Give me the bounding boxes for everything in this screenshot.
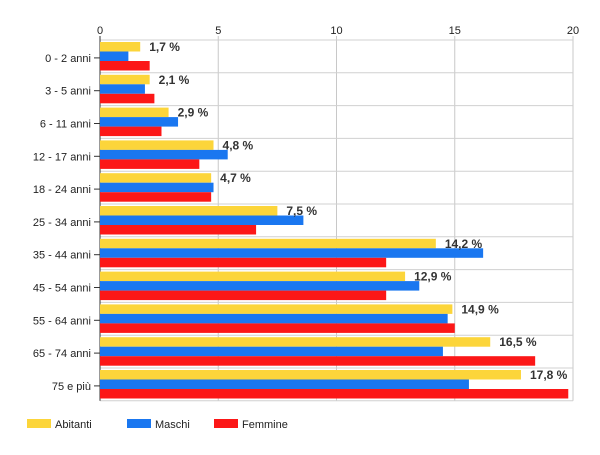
legend-swatch-femmine (214, 419, 238, 428)
bar-abitanti (100, 173, 212, 183)
legend-label: Maschi (155, 419, 190, 431)
data-label: 7,5 % (286, 204, 317, 218)
bar-maschi (100, 313, 448, 324)
bar-maschi (100, 149, 228, 160)
bar-femmine (100, 257, 387, 268)
data-label: 12,9 % (414, 270, 452, 284)
y-tick-label: 65 - 74 anni (33, 348, 91, 360)
legend-swatch-abitanti (27, 419, 51, 428)
bar-abitanti (100, 271, 406, 282)
bar-maschi (100, 379, 469, 389)
legend-label: Femmine (242, 419, 288, 431)
x-tick-label: 0 (97, 25, 103, 37)
bar-maschi (100, 215, 304, 225)
data-label: 4,8 % (223, 138, 254, 152)
x-tick-label: 5 (215, 25, 221, 37)
legend-swatch-maschi (127, 419, 151, 428)
y-tick-label: 12 - 17 anni (33, 151, 91, 163)
y-tick-label: 55 - 64 anni (33, 315, 91, 327)
bar-abitanti (100, 74, 150, 85)
y-tick-label: 35 - 44 anni (33, 250, 91, 262)
y-tick-label: 18 - 24 anni (33, 184, 91, 196)
y-tick-label: 75 e più (52, 381, 91, 393)
data-label: 4,7 % (220, 171, 251, 185)
bar-maschi (100, 346, 443, 357)
bar-femmine (100, 225, 257, 235)
bar-femmine (100, 389, 569, 399)
bar-femmine (100, 192, 212, 202)
y-tick-label: 6 - 11 anni (40, 119, 91, 131)
data-label: 14,9 % (461, 302, 499, 316)
data-label: 2,1 % (159, 73, 190, 87)
y-tick-label: 3 - 5 anni (45, 86, 91, 98)
y-tick-label: 0 - 2 anni (45, 53, 91, 65)
y-tick-label: 45 - 54 anni (33, 283, 91, 295)
bar-maschi (100, 51, 129, 61)
y-tick-label: 25 - 34 anni (33, 217, 91, 229)
bar-abitanti (100, 337, 491, 347)
bar-maschi (100, 182, 214, 193)
data-label: 1,7 % (149, 40, 180, 54)
bar-femmine (100, 323, 455, 333)
bar-abitanti (100, 238, 436, 249)
bar-abitanti (100, 107, 169, 118)
data-label: 14,2 % (445, 237, 483, 251)
bar-abitanti (100, 206, 278, 216)
x-tick-label: 15 (449, 25, 461, 37)
legend-label: Abitanti (55, 419, 92, 431)
data-label: 17,8 % (530, 368, 568, 382)
data-label: 2,9 % (178, 106, 209, 120)
bar-femmine (100, 159, 200, 169)
bar-femmine (100, 126, 162, 137)
bar-femmine (100, 93, 155, 104)
bar-maschi (100, 117, 179, 127)
bar-abitanti (100, 42, 141, 52)
bar-abitanti (100, 370, 521, 380)
bar-abitanti (100, 304, 453, 314)
bar-maschi (100, 248, 484, 258)
data-label: 16,5 % (499, 335, 537, 349)
bar-maschi (100, 281, 420, 291)
bar-maschi (100, 84, 145, 94)
bar-femmine (100, 356, 536, 366)
x-tick-label: 10 (330, 25, 342, 37)
bar-femmine (100, 61, 150, 71)
bar-abitanti (100, 140, 214, 150)
bar-femmine (100, 290, 387, 301)
x-tick-label: 20 (567, 25, 579, 37)
